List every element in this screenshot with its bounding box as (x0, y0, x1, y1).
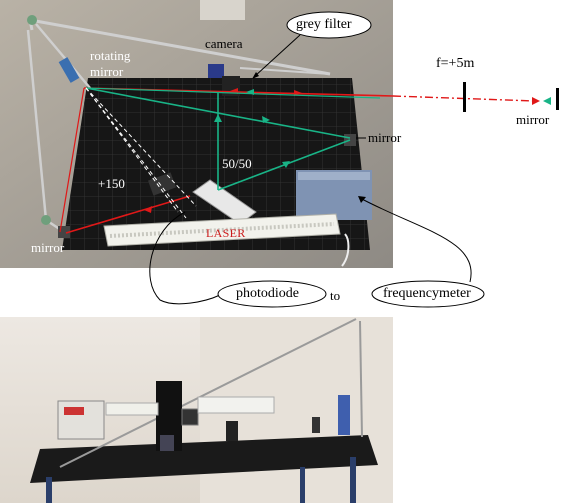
grey-filter-label: grey filter (296, 17, 352, 32)
bottom-photo-drawing (0, 317, 393, 503)
splitter-label: 50/50 (222, 156, 252, 171)
bottom-laser-tube (197, 396, 275, 414)
annotation-overlay (149, 11, 559, 308)
far-lens-mark (463, 82, 466, 112)
focal-length-label: f=+5m (436, 56, 475, 71)
scan-lines (85, 87, 197, 219)
beam-splitter (192, 179, 257, 225)
far-mirror-mark (556, 88, 559, 110)
frequencymeter-instrument (57, 400, 105, 440)
mirror-right-label: mirror (368, 130, 402, 145)
top-photo-drawing (0, 0, 393, 268)
camera-body (208, 64, 224, 78)
mirror-bottom-left-label: mirror (31, 240, 65, 255)
return-beam-path (85, 87, 381, 191)
frequencymeter-bubble (371, 280, 485, 308)
photodiode-label: photodiode (236, 286, 299, 301)
mirror-far-label: mirror (516, 112, 550, 127)
top-setup-photo (0, 0, 393, 268)
bottom-table-top (30, 435, 378, 483)
frequencymeter-label: frequencymeter (383, 286, 471, 301)
rotating-mirror-label-line2: mirror (90, 64, 124, 79)
laser-label: LASER (206, 226, 246, 240)
lens-label: +150 (98, 176, 125, 191)
camera-label: camera (205, 36, 243, 51)
bottom-setup-photo (0, 317, 393, 503)
photodiode-bubble (217, 280, 327, 308)
grey-filter-bubble (286, 11, 372, 39)
rotating-mirror-label-line1: rotating (90, 48, 131, 63)
to-label: to (330, 288, 341, 303)
